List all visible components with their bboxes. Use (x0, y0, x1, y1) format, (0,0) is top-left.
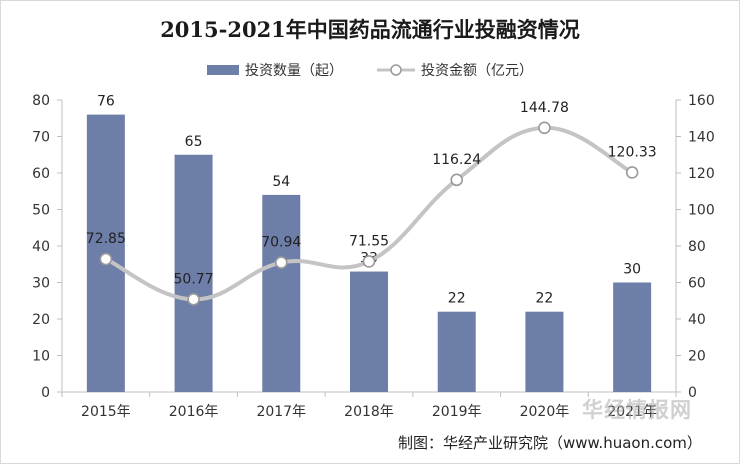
legend-label-count: 投资数量（起） (245, 63, 343, 79)
right-tick-label: 80 (688, 239, 706, 255)
bar (350, 271, 388, 392)
amount-point (450, 173, 464, 187)
amount-value-label: 116.24 (432, 152, 481, 168)
left-tick-label: 10 (32, 349, 50, 365)
amount-point (99, 252, 113, 266)
legend-line-swatch (377, 64, 415, 76)
bar (174, 154, 213, 392)
amount-value-label: 70.94 (261, 235, 301, 251)
bar-value-label: 54 (272, 174, 290, 190)
left-tick-label: 60 (32, 166, 50, 182)
x-tick-label: 2015年 (81, 404, 131, 420)
right-tick-label: 60 (688, 276, 706, 292)
left-tick-label: 20 (32, 312, 50, 328)
amount-point (187, 293, 200, 306)
x-tick-label: 2021年 (607, 404, 657, 420)
amount-point (625, 166, 639, 179)
left-tick-label: 40 (32, 239, 50, 255)
right-tick-label: 0 (688, 385, 697, 401)
bar (437, 311, 476, 392)
amount-value-label: 71.55 (349, 233, 389, 249)
legend-item-amount: 投资金额（亿元） (377, 60, 533, 80)
amount-value-label: 72.85 (86, 231, 126, 247)
right-tick-label: 120 (688, 166, 715, 182)
amount-value-label: 50.77 (174, 271, 214, 287)
x-tick-label: 2017年 (256, 404, 306, 420)
bar (525, 311, 564, 392)
x-tick-label: 2018年 (344, 404, 394, 420)
legend-item-count: 投资数量（起） (207, 60, 343, 80)
left-tick-label: 0 (41, 385, 50, 401)
legend: 投资数量（起） 投资金额（亿元） (0, 60, 740, 80)
source-note: 制图：华经产业研究院（www.huaon.com） (398, 434, 702, 452)
bar-value-label: 22 (448, 291, 466, 307)
left-tick-label: 70 (32, 130, 50, 146)
left-tick-label: 30 (32, 276, 50, 292)
x-tick-label: 2019年 (432, 404, 482, 420)
amount-point (538, 121, 551, 135)
bar (262, 194, 301, 392)
amount-value-label: 120.33 (608, 144, 657, 160)
watermark: 华经情报网 (582, 398, 692, 422)
legend-label-amount: 投资金额（亿元） (421, 63, 533, 79)
amount-point (362, 255, 376, 268)
right-tick-label: 40 (688, 312, 706, 328)
right-tick-label: 160 (688, 93, 715, 109)
bar (613, 282, 652, 392)
amount-value-label: 144.78 (520, 100, 569, 116)
amount-point (274, 256, 288, 269)
bar-value-label: 30 (623, 262, 641, 278)
x-tick-label: 2020年 (520, 404, 570, 420)
legend-bar-swatch (207, 65, 239, 75)
bar-value-label: 76 (97, 94, 115, 110)
right-tick-label: 100 (688, 203, 715, 219)
right-tick-label: 20 (688, 349, 706, 365)
chart-title: 2015-2021年中国药品流通行业投融资情况 (160, 17, 580, 42)
left-tick-label: 50 (32, 203, 50, 219)
left-tick-label: 80 (32, 93, 50, 109)
x-tick-label: 2016年 (169, 404, 219, 420)
bar-value-label: 65 (185, 134, 203, 150)
right-tick-label: 140 (688, 130, 715, 146)
bar-value-label: 22 (536, 291, 554, 307)
